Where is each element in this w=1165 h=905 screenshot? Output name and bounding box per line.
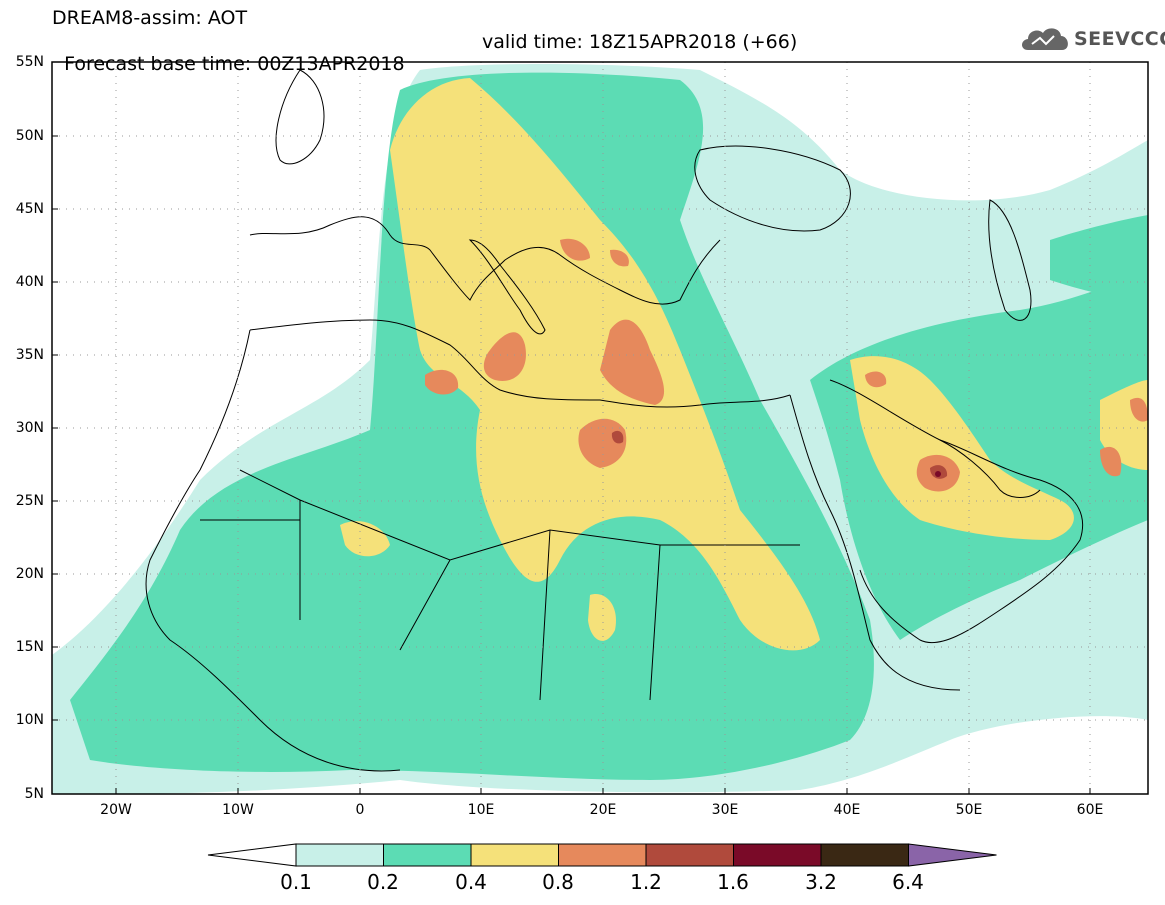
colorbar-label: 0.4 <box>455 870 487 894</box>
aot-level-0-8 <box>483 332 526 381</box>
aot-level-0-4 <box>588 594 616 641</box>
aot-level-0-8 <box>1100 446 1122 477</box>
coastline-arabia <box>829 379 1084 644</box>
aot-level-0-8 <box>610 249 629 267</box>
lon-label: 10E <box>467 802 495 818</box>
aot-contours <box>52 64 1148 794</box>
aot-level-1-6 <box>935 471 941 477</box>
aot-level-0-2 <box>70 72 874 780</box>
aot-level-0-8 <box>425 369 459 395</box>
coastline-italy <box>468 239 546 335</box>
lat-label: 30N <box>15 420 44 436</box>
colorbar-label: 6.4 <box>892 870 924 894</box>
coastline-caspian <box>988 199 1032 321</box>
cloud-icon <box>1022 28 1068 50</box>
coastline-north-africa <box>249 319 791 408</box>
border-lines <box>200 469 800 701</box>
colorbar-label: 1.6 <box>717 870 749 894</box>
coastline-west-africa <box>145 329 401 772</box>
colorbar-label: 3.2 <box>805 870 837 894</box>
lon-label: 10W <box>222 802 254 818</box>
colorbar-label: 0.2 <box>367 870 399 894</box>
colorbar-label: 1.2 <box>630 870 662 894</box>
coastline-europe <box>249 216 721 305</box>
aot-level-0-8 <box>865 371 887 388</box>
lat-label: 20N <box>15 566 44 582</box>
aot-level-1-2 <box>611 430 624 444</box>
forecast-times: Forecast base time: 00Z13APR2018 valid t… <box>52 31 797 97</box>
aot-level-0-8 <box>600 319 665 405</box>
lon-label: 0 <box>355 802 365 818</box>
lat-label: 55N <box>15 54 44 70</box>
lat-label: 40N <box>15 274 44 290</box>
lat-label: 50N <box>15 128 44 144</box>
lon-label: 60E <box>1076 802 1104 818</box>
lat-label: 45N <box>15 201 44 217</box>
lon-label: 50E <box>955 802 983 818</box>
aot-level-0-8 <box>578 418 627 468</box>
axis-ticks <box>52 61 1091 794</box>
lat-label: 5N <box>24 786 44 802</box>
colorbar-label: 0.1 <box>280 870 312 894</box>
lon-label: 40E <box>833 802 861 818</box>
aot-level-0-8 <box>1130 397 1148 422</box>
coastline-red-sea <box>789 394 961 691</box>
coastline-uk <box>275 69 325 165</box>
aot-level-0-8 <box>560 238 590 261</box>
lon-label: 20E <box>589 802 617 818</box>
valid-time: valid time: 18Z15APR2018 (+66) <box>482 31 798 53</box>
graticule <box>52 62 1148 794</box>
aot-level-0-4 <box>850 356 1074 540</box>
lat-label: 35N <box>15 347 44 363</box>
base-time: Forecast base time: 00Z13APR2018 <box>64 53 405 75</box>
coastline-black-sea <box>694 145 851 232</box>
lat-label: 10N <box>15 712 44 728</box>
lat-label: 15N <box>15 639 44 655</box>
aot-level-0-4 <box>340 521 390 557</box>
coastlines <box>145 69 1084 772</box>
lat-label: 25N <box>15 493 44 509</box>
seevccc-logo: SEEVCCC <box>1018 22 1165 58</box>
lon-label: 30E <box>711 802 739 818</box>
aot-level-0-2 <box>1050 215 1148 300</box>
coastline-persian-gulf <box>939 439 1041 498</box>
lon-label: 20W <box>100 802 132 818</box>
colorbar-label: 0.8 <box>542 870 574 894</box>
logo-text: SEEVCCC <box>1074 28 1165 50</box>
map-title: DREAM8-assim: AOT <box>52 7 248 29</box>
